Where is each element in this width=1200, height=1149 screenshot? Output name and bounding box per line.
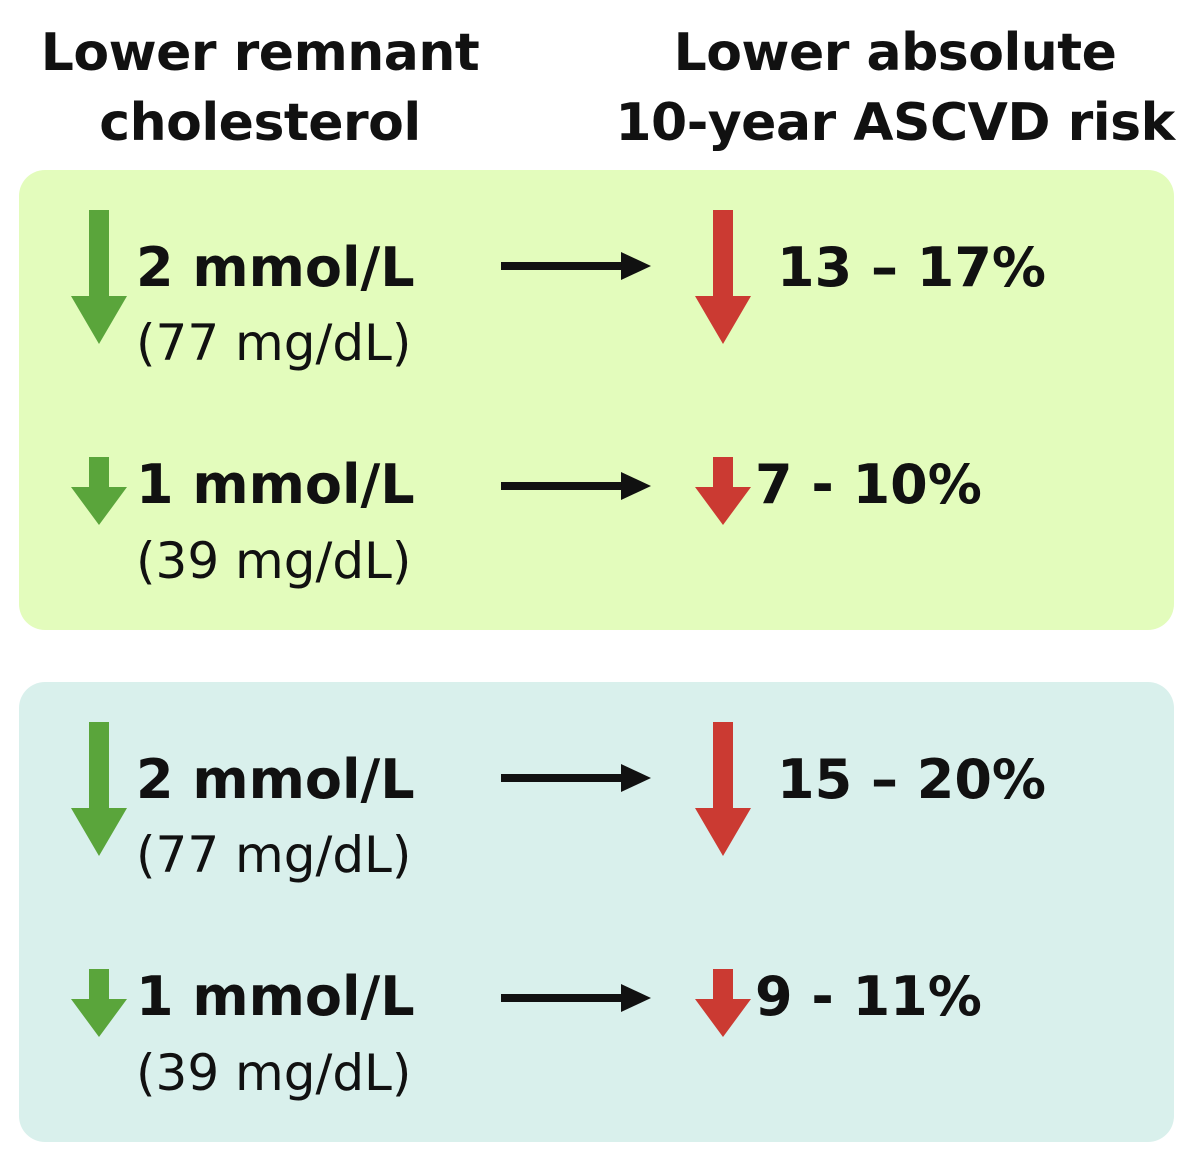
red-down-arrow-icon bbox=[695, 722, 751, 856]
mgdl-value: (77 mg/dL) bbox=[136, 314, 412, 372]
panel-1-row-1mmol: 1 mmol/L (39 mg/dL) 7 - 10% bbox=[19, 388, 1174, 590]
header-right-line2: 10-year ASCVD risk bbox=[615, 93, 1175, 153]
panel-2-row-2mmol: 2 mmol/L (77 mg/dL) 15 – 20% bbox=[19, 682, 1174, 884]
red-down-arrow-icon bbox=[695, 969, 751, 1037]
red-down-arrow-icon bbox=[695, 210, 751, 344]
panel-1-row-2mmol: 2 mmol/L (77 mg/dL) 13 – 17% bbox=[19, 170, 1174, 372]
mgdl-value: (39 mg/dL) bbox=[136, 1044, 412, 1102]
risk-reduction-value: 13 – 17% bbox=[777, 236, 1046, 299]
mmol-value: 2 mmol/L bbox=[136, 236, 415, 299]
right-arrow-icon bbox=[501, 472, 651, 500]
panel-2-row-1mmol: 1 mmol/L (39 mg/dL) 9 - 11% bbox=[19, 900, 1174, 1102]
green-down-arrow-icon bbox=[71, 722, 127, 856]
green-down-arrow-icon bbox=[71, 969, 127, 1037]
mgdl-value: (77 mg/dL) bbox=[136, 826, 412, 884]
green-down-arrow-icon bbox=[71, 457, 127, 525]
mgdl-value: (39 mg/dL) bbox=[136, 532, 412, 590]
panel-second: 2 mmol/L (77 mg/dL) 15 – 20% 1 mmol/L (3… bbox=[19, 682, 1174, 1142]
right-arrow-icon bbox=[501, 764, 651, 792]
panel-first: 2 mmol/L (77 mg/dL) 13 – 17% 1 mmol/L (3… bbox=[19, 170, 1174, 630]
risk-reduction-value: 9 - 11% bbox=[755, 965, 982, 1028]
header-ascvd-risk: Lower absolute 10-year ASCVD risk bbox=[598, 18, 1192, 158]
mmol-value: 1 mmol/L bbox=[136, 453, 415, 516]
green-down-arrow-icon bbox=[71, 210, 127, 344]
mmol-value: 2 mmol/L bbox=[136, 748, 415, 811]
right-arrow-icon bbox=[501, 984, 651, 1012]
header-left-line2: cholesterol bbox=[99, 93, 421, 153]
header-right-line1: Lower absolute bbox=[673, 23, 1117, 83]
risk-reduction-value: 7 - 10% bbox=[755, 453, 982, 516]
risk-reduction-value: 15 – 20% bbox=[777, 748, 1046, 811]
right-arrow-icon bbox=[501, 252, 651, 280]
mmol-value: 1 mmol/L bbox=[136, 965, 415, 1028]
red-down-arrow-icon bbox=[695, 457, 751, 525]
header-left-line1: Lower remnant bbox=[40, 23, 480, 83]
header-remnant-cholesterol: Lower remnant cholesterol bbox=[10, 18, 510, 158]
